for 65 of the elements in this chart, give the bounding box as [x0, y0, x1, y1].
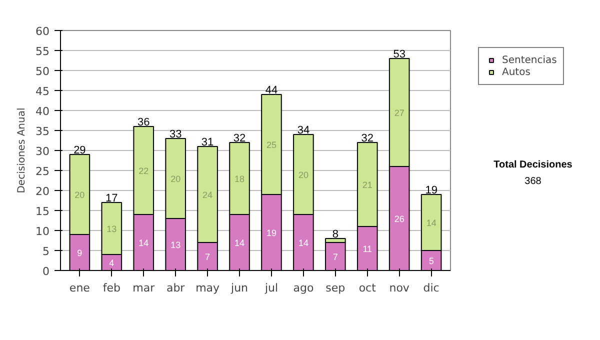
y-tick-label: 10 [36, 225, 50, 238]
y-tick-label: 45 [36, 85, 50, 98]
data-label: 20 [74, 190, 85, 200]
y-tick-label: 15 [36, 205, 50, 218]
data-label: 11 [362, 244, 372, 254]
data-label: 21 [362, 180, 372, 190]
x-tick-label: jun [230, 282, 248, 294]
data-label: 20 [170, 174, 181, 184]
x-tick-label: sep [326, 282, 346, 294]
total-label: 29 [74, 144, 86, 156]
data-label: 4 [109, 258, 114, 268]
y-tick-label: 20 [36, 185, 50, 198]
y-tick-label: 40 [36, 105, 50, 118]
total-label: 33 [169, 128, 182, 140]
y-tick-label: 5 [42, 245, 50, 258]
y-tick-label: 35 [36, 125, 50, 138]
data-label: 20 [298, 170, 308, 180]
x-tick-label: jul [264, 282, 278, 294]
data-label: 19 [266, 228, 276, 238]
data-label: 22 [138, 166, 149, 176]
data-label: 14 [234, 238, 245, 248]
total-label: 34 [297, 124, 310, 136]
data-label: 27 [394, 108, 404, 118]
data-label: 7 [332, 252, 338, 262]
total-label: 17 [106, 192, 118, 204]
data-label: 14 [426, 218, 436, 228]
y-tick-label: 0 [42, 265, 50, 278]
y-tick-label: 55 [36, 45, 50, 58]
data-label: 14 [298, 238, 308, 248]
text: 368 [524, 176, 542, 187]
data-label: 9 [77, 248, 82, 258]
y-tick-label: 50 [36, 65, 50, 78]
total-label: 19 [425, 184, 438, 196]
data-label: 26 [394, 214, 404, 224]
y-tick-label: 25 [36, 165, 50, 178]
x-tick-label: feb [102, 282, 120, 294]
x-tick-label: abr [166, 282, 186, 294]
x-tick-label: nov [389, 282, 410, 294]
data-label: 14 [138, 238, 149, 248]
x-tick-label: ene [69, 282, 90, 294]
data-label: 25 [266, 140, 276, 150]
legend-label: Autos [502, 66, 530, 78]
x-tick-label: oct [358, 282, 377, 294]
data-label: 13 [106, 224, 117, 234]
x-tick-label: ago [293, 282, 314, 294]
total-label: 8 [332, 228, 338, 240]
x-tick-label: mar [132, 282, 156, 294]
text: Total Decisiones [494, 159, 573, 170]
total-label: 32 [233, 132, 246, 144]
y-tick-label: 30 [36, 145, 50, 158]
data-label: 7 [205, 252, 210, 262]
data-label: 13 [170, 240, 181, 250]
legend-label: Sentencias [502, 54, 557, 66]
y-axis-title: Decisiones Anual [16, 108, 28, 194]
data-label: 24 [202, 190, 213, 200]
total-label: 32 [361, 132, 374, 144]
data-label: 5 [428, 256, 434, 266]
total-label: 44 [265, 84, 278, 96]
total-label: 31 [201, 136, 214, 148]
data-label: 18 [234, 174, 245, 184]
total-label: 53 [393, 48, 406, 60]
x-tick-label: may [196, 282, 220, 294]
y-tick-label: 60 [36, 25, 50, 38]
x-tick-label: dic [423, 282, 440, 294]
total-label: 36 [137, 116, 150, 128]
